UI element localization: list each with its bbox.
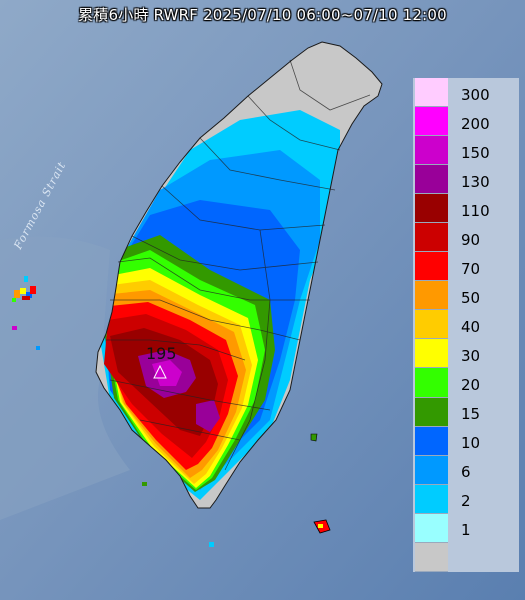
title-period: 2025/07/10 06:00~07/10 12:00 (203, 6, 447, 24)
rainfall-legend: 300 200 150 130 110 90 70 50 40 30 20 15 10 6 2 1 (413, 78, 519, 572)
shallow-shelf (0, 236, 130, 520)
legend-swatch (415, 542, 448, 572)
legend-label: 30 (461, 347, 481, 366)
legend-swatch (415, 281, 448, 311)
title-model: RWRF (153, 6, 199, 24)
legend-swatch (415, 136, 448, 166)
legend-label: 40 (461, 318, 481, 336)
legend-label: 2 (461, 492, 471, 511)
rain-band-130mm-south (196, 400, 220, 432)
legend-swatch (415, 426, 448, 456)
legend-label: 150 (461, 143, 490, 162)
legend-swatch (415, 513, 448, 543)
legend-swatch (415, 107, 448, 137)
legend-swatch (415, 339, 448, 369)
coastline (95, 41, 383, 509)
peak-value-label: 195 (146, 344, 177, 363)
legend-label: 70 (461, 259, 481, 278)
legend-label: 10 (461, 434, 481, 453)
legend-swatch (415, 78, 448, 108)
legend-label: 15 (461, 405, 481, 424)
legend-swatch (415, 194, 448, 224)
peak-marker-icon (153, 364, 167, 379)
rainfall-fields (100, 110, 340, 500)
county-boundaries (106, 59, 371, 471)
legend-label: 110 (461, 201, 490, 220)
legend-label: 20 (461, 376, 481, 395)
legend-label: 50 (461, 288, 481, 307)
legend-label: 6 (461, 463, 471, 482)
legend-labels: 300 200 150 130 110 90 70 50 40 30 20 15 10 6 2 1 (461, 78, 517, 572)
legend-swatch (415, 252, 448, 282)
legend-swatch (415, 310, 448, 340)
legend-label: 130 (461, 172, 490, 191)
legend-swatch (415, 455, 448, 485)
penghu-rain-cells (14, 290, 20, 298)
legend-label: 90 (461, 230, 481, 249)
legend-swatch (415, 368, 448, 398)
legend-label: 300 (461, 85, 490, 104)
legend-label: 1 (461, 521, 471, 540)
legend-swatches (415, 78, 448, 572)
legend-label: 200 (461, 114, 490, 133)
legend-swatch (415, 397, 448, 427)
legend-swatch (415, 484, 448, 514)
offshore-islands (12, 276, 331, 547)
map-title: 累積6小時 RWRF 2025/07/10 06:00~07/10 12:00 (0, 4, 525, 25)
title-label: 累積6小時 (78, 6, 149, 24)
legend-swatch (415, 165, 448, 195)
legend-swatch (415, 223, 448, 253)
green-island (310, 433, 318, 442)
